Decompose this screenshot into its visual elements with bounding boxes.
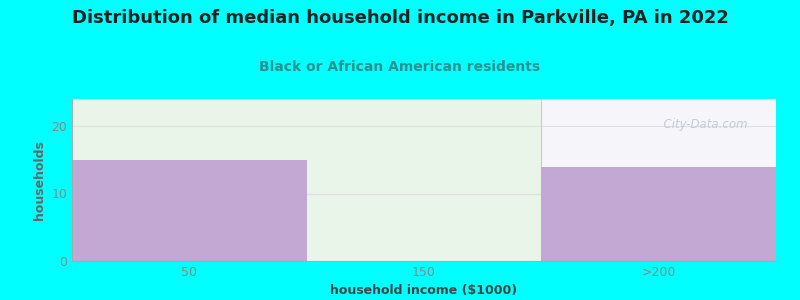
Bar [542, 99, 776, 261]
Bar [542, 167, 776, 261]
Text: City-Data.com: City-Data.com [656, 118, 748, 131]
X-axis label: household income ($1000): household income ($1000) [330, 284, 518, 297]
Text: Distribution of median household income in Parkville, PA in 2022: Distribution of median household income … [71, 9, 729, 27]
Text: Black or African American residents: Black or African American residents [259, 60, 541, 74]
Bar [72, 160, 306, 261]
Y-axis label: households: households [33, 140, 46, 220]
Bar [72, 99, 542, 261]
